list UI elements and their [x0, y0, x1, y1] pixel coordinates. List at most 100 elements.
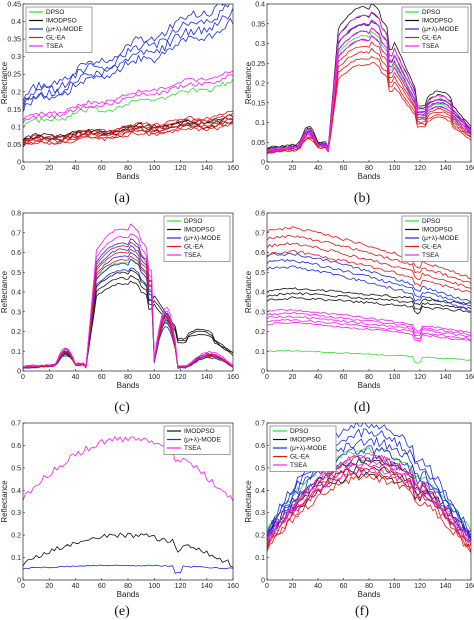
- series-line-mode: [23, 4, 224, 102]
- y-tick-label: 0.5: [11, 465, 21, 472]
- series-line-imodpso: [267, 296, 471, 315]
- legend-entry: IMODPSO: [290, 437, 321, 444]
- series-line-tsea: [267, 321, 471, 342]
- legend-entry: TSEA: [46, 43, 64, 50]
- panel-label: (b): [354, 191, 371, 206]
- panel-label: (a): [114, 191, 130, 206]
- series-line-tsea: [267, 315, 471, 337]
- legend-entry: GL-EA: [184, 244, 204, 251]
- series-line-tsea: [23, 436, 233, 502]
- y-tick-label: 0.6: [255, 443, 265, 450]
- series-line-glea: [267, 250, 471, 294]
- legend-entry: (μ+λ)-MODE: [184, 437, 221, 444]
- legend-entry: GL-EA: [422, 244, 442, 251]
- legend-entry: TSEA: [290, 462, 308, 469]
- x-tick-label: 100: [389, 583, 401, 590]
- x-tick-label: 120: [175, 583, 187, 590]
- y-tick-label: 0.7: [255, 421, 265, 428]
- series-line-mode: [267, 265, 471, 312]
- legend-entry: (μ+λ)-MODE: [422, 235, 459, 242]
- series-line-tsea: [267, 312, 471, 336]
- plot-area: [267, 423, 471, 553]
- legend-entry: DPSO: [422, 218, 440, 225]
- x-tick-label: 20: [289, 165, 297, 172]
- x-tick-label: 0: [265, 583, 269, 590]
- legend-entry: DPSO: [290, 428, 308, 435]
- y-tick-label: 0.1: [255, 555, 265, 562]
- legend-entry: (μ+λ)-MODE: [46, 26, 83, 33]
- x-tick-label: 0: [21, 165, 25, 172]
- y-tick-label: 0.6: [255, 250, 265, 257]
- series-line-glea: [267, 455, 471, 546]
- series-line-glea: [267, 41, 471, 153]
- legend-entry: DPSO: [184, 218, 202, 225]
- y-tick-label: 0.5: [255, 270, 265, 277]
- x-tick-label: 20: [289, 583, 297, 590]
- x-tick-label: 20: [289, 374, 297, 381]
- y-tick-label: 0.3: [11, 510, 21, 517]
- y-tick-label: 0.35: [251, 21, 265, 28]
- series-line-glea: [267, 62, 471, 155]
- series-line-mode: [267, 259, 471, 306]
- series-line-tsea: [267, 318, 471, 340]
- panel-label: (d): [354, 400, 371, 415]
- y-tick-label: 0.05: [251, 140, 265, 147]
- x-axis-label: Bands: [358, 590, 381, 599]
- plot-area: [23, 4, 233, 148]
- series-line-glea: [267, 242, 471, 289]
- legend-entry: IMODPSO: [46, 18, 77, 25]
- x-tick-label: 60: [340, 583, 348, 590]
- legend-entry: GL-EA: [290, 454, 310, 461]
- series-line-mode: [23, 252, 233, 369]
- y-tick-label: 0.6: [11, 443, 21, 450]
- legend-box: [163, 215, 231, 262]
- x-tick-label: 20: [45, 374, 53, 381]
- plot-area: [23, 436, 233, 574]
- series-line-mode: [23, 8, 233, 109]
- series-line-tsea: [267, 461, 471, 542]
- y-tick-label: 0.5: [255, 465, 265, 472]
- series-line-glea: [267, 56, 471, 154]
- x-axis-label: Bands: [117, 381, 140, 390]
- series-line-imodpso: [267, 287, 471, 305]
- x-tick-label: 120: [414, 165, 426, 172]
- y-tick-label: 0.7: [11, 230, 21, 237]
- y-tick-label: 0.1: [255, 349, 265, 356]
- y-tick-label: 0: [17, 578, 21, 585]
- legend-entry: IMODPSO: [422, 227, 453, 234]
- plot-area: [23, 223, 233, 369]
- series-line-mode: [267, 437, 471, 541]
- x-tick-label: 80: [124, 583, 132, 590]
- x-tick-label: 160: [227, 165, 239, 172]
- x-tick-label: 0: [265, 165, 269, 172]
- x-axis-label: Bands: [117, 590, 140, 599]
- legend-entry: DPSO: [46, 9, 64, 16]
- y-tick-label: 0.4: [255, 488, 265, 495]
- y-axis-label: Reflectance: [244, 61, 253, 104]
- y-tick-label: 0.8: [255, 211, 265, 218]
- legend-box: [269, 425, 337, 472]
- chart-panel-f: 0 20 40 60 80 100 120 140 160 0 0.1 0.2 0.3 0.4 0.5 0.6…: [244, 421, 474, 620]
- series-line-tsea: [267, 11, 471, 151]
- series-line-mode: [23, 267, 233, 369]
- series-line-tsea: [267, 19, 471, 151]
- series-line-mode: [267, 445, 471, 542]
- series-line-tsea: [23, 223, 233, 368]
- series-line-glea: [23, 121, 233, 147]
- y-tick-label: 0.2: [11, 89, 21, 96]
- y-tick-label: 0.25: [7, 72, 21, 79]
- legend-entry: TSEA: [184, 445, 202, 452]
- y-axis-label: Reflectance: [0, 61, 9, 104]
- x-axis-label: Bands: [117, 172, 140, 181]
- series-line-mode: [23, 18, 233, 113]
- x-tick-label: 140: [201, 374, 213, 381]
- y-tick-label: 0.8: [11, 211, 21, 218]
- y-tick-label: 0: [261, 369, 265, 376]
- legend-box: [25, 6, 93, 53]
- x-tick-label: 60: [98, 374, 106, 381]
- y-tick-label: 0.1: [11, 349, 21, 356]
